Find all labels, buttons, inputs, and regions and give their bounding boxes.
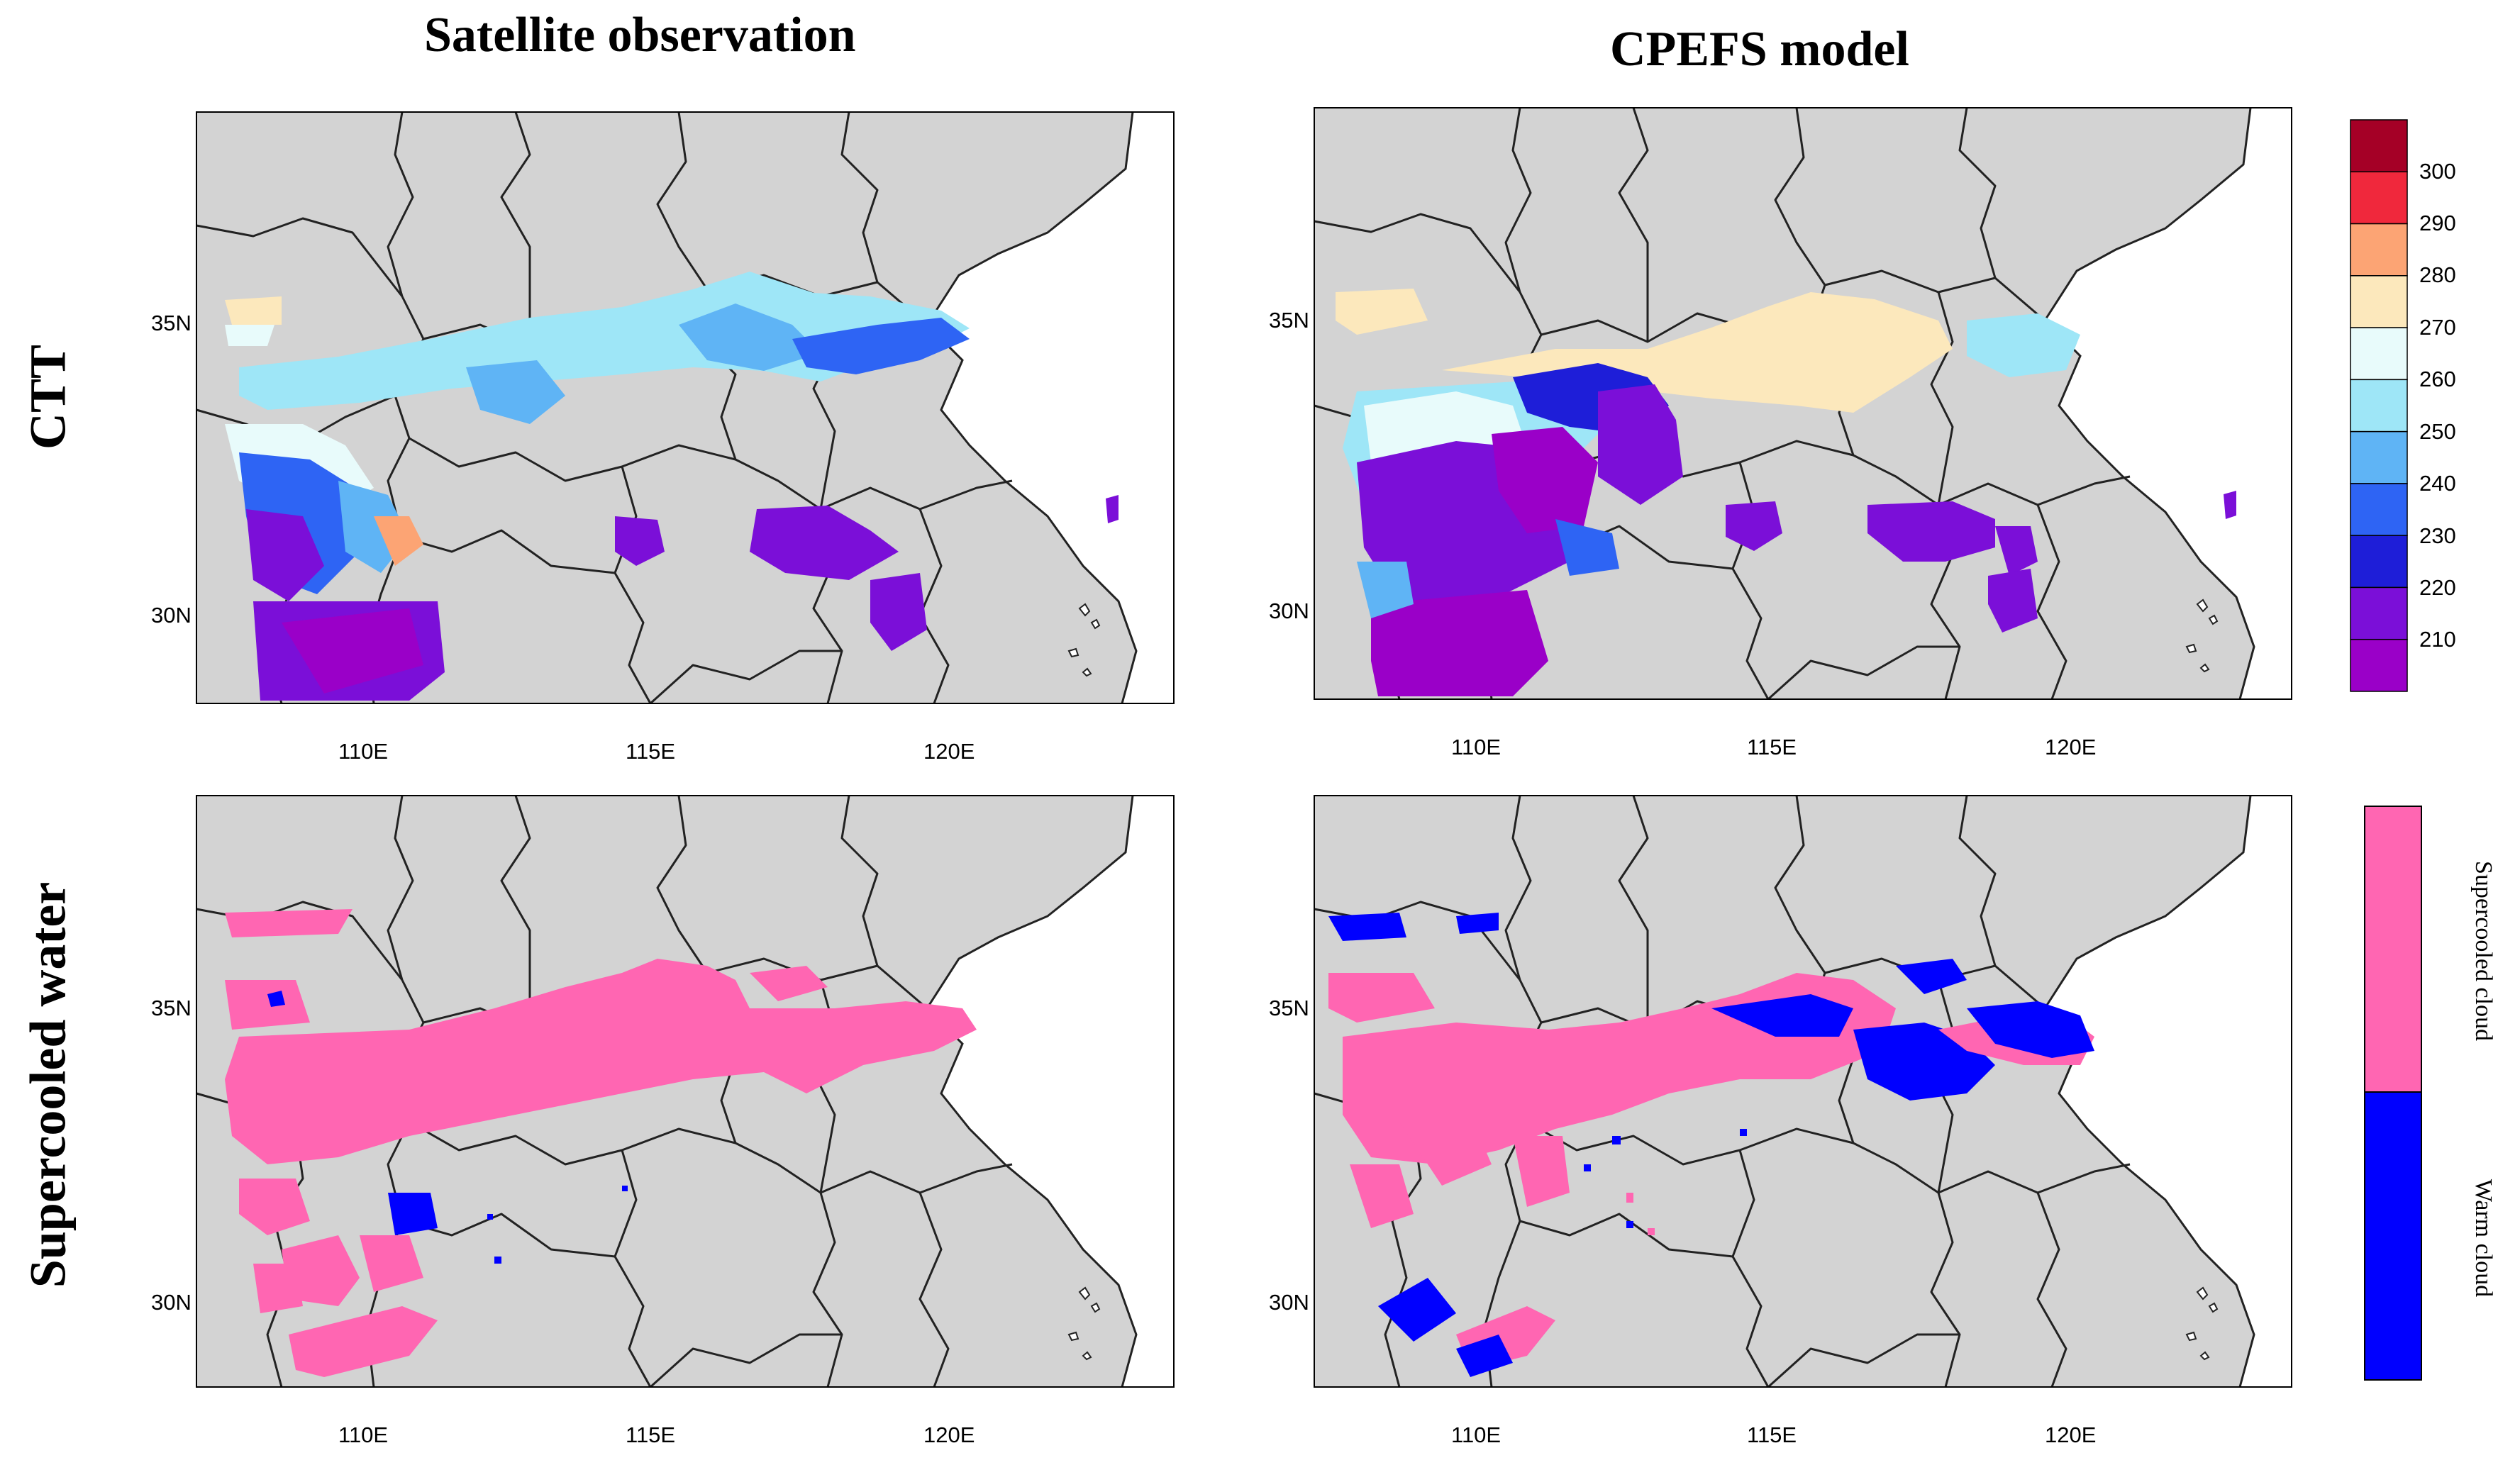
phase-legend: Supercooled cloud Warm cloud <box>2364 806 2497 1385</box>
lon-tick-120e: 120E <box>2045 735 2097 759</box>
map-satellite-ctt <box>195 111 1175 705</box>
map-panel-satellite-ctt: 35N 30N 110E 115E 120E <box>151 111 1175 764</box>
ctt-label-240: 240 <box>2419 471 2456 496</box>
lon-tick-120e: 120E <box>923 739 975 764</box>
map-model-ctt <box>1313 106 2293 701</box>
lat-tick-30n: 30N <box>151 1290 192 1315</box>
column-title-model: CPEFS model <box>1610 22 1909 77</box>
lat-tick-35n: 35N <box>1269 996 1309 1020</box>
ctt-label-250: 250 <box>2419 419 2456 444</box>
lon-tick-115e: 115E <box>1747 735 1797 759</box>
lat-tick-35n: 35N <box>151 311 192 335</box>
ctt-label-210: 210 <box>2419 627 2456 652</box>
map-model-phase <box>1313 794 2293 1388</box>
ctt-label-300: 300 <box>2419 159 2456 184</box>
phase-legend-swatches <box>2364 806 2422 1381</box>
ctt-field <box>1336 289 2236 696</box>
map-panel-satellite-phase: 35N 30N 110E 115E 120E <box>151 794 1175 1447</box>
lon-tick-120e: 120E <box>923 1422 975 1447</box>
phase-field <box>1328 913 2094 1377</box>
ctt-colorbar-swatches <box>2350 119 2408 692</box>
ctt-label-220: 220 <box>2419 575 2456 600</box>
phase-label-supercooled: Supercooled cloud <box>2470 861 2497 1041</box>
ctt-field <box>225 272 1119 701</box>
lat-tick-30n: 30N <box>151 603 192 628</box>
ctt-colorbar-swatch <box>2350 638 2408 692</box>
ctt-colorbar: 300 290 280 270 260 250 240 230 220 210 <box>2350 119 2456 696</box>
ctt-colorbar-swatch <box>2350 430 2408 484</box>
lon-tick-115e: 115E <box>626 1422 676 1447</box>
ctt-colorbar-swatch <box>2350 275 2408 328</box>
lon-tick-110e: 110E <box>1451 1422 1502 1447</box>
ctt-colorbar-swatch <box>2350 119 2408 173</box>
lon-tick-110e: 110E <box>1451 735 1502 759</box>
ctt-label-290: 290 <box>2419 211 2456 235</box>
phase-swatch-supercooled <box>2364 806 2422 1093</box>
ctt-colorbar-swatch <box>2350 483 2408 536</box>
ctt-label-280: 280 <box>2419 262 2456 287</box>
ctt-colorbar-swatch <box>2350 171 2408 225</box>
lon-tick-115e: 115E <box>626 739 676 764</box>
lon-tick-115e: 115E <box>1747 1422 1797 1447</box>
map-panel-model-ctt: 35N 30N 110E 115E 120E <box>1269 106 2293 759</box>
lat-tick-35n: 35N <box>1269 308 1309 333</box>
ctt-colorbar-swatch <box>2350 327 2408 381</box>
ctt-colorbar-swatch <box>2350 379 2408 433</box>
ctt-label-260: 260 <box>2419 367 2456 391</box>
ctt-label-230: 230 <box>2419 523 2456 548</box>
phase-label-warm: Warm cloud <box>2470 1179 2497 1298</box>
ctt-colorbar-swatch <box>2350 586 2408 640</box>
lon-tick-110e: 110E <box>338 739 389 764</box>
column-title-satellite: Satellite observation <box>424 8 856 62</box>
ctt-colorbar-swatch <box>2350 535 2408 589</box>
lon-tick-120e: 120E <box>2045 1422 2097 1447</box>
lat-tick-35n: 35N <box>151 996 192 1020</box>
map-panel-model-phase: 35N 30N 110E 115E 120E <box>1269 794 2293 1447</box>
phase-swatch-warm <box>2364 1091 2422 1381</box>
phase-field <box>225 909 977 1377</box>
ctt-colorbar-swatch <box>2350 223 2408 277</box>
map-satellite-phase <box>195 794 1175 1388</box>
row-title-supercooled: Supercooled water <box>19 881 77 1288</box>
lat-tick-30n: 30N <box>1269 598 1309 623</box>
lon-tick-110e: 110E <box>338 1422 389 1447</box>
row-title-ctt: CTT <box>19 344 77 450</box>
ctt-label-270: 270 <box>2419 315 2456 340</box>
lat-tick-30n: 30N <box>1269 1290 1309 1315</box>
